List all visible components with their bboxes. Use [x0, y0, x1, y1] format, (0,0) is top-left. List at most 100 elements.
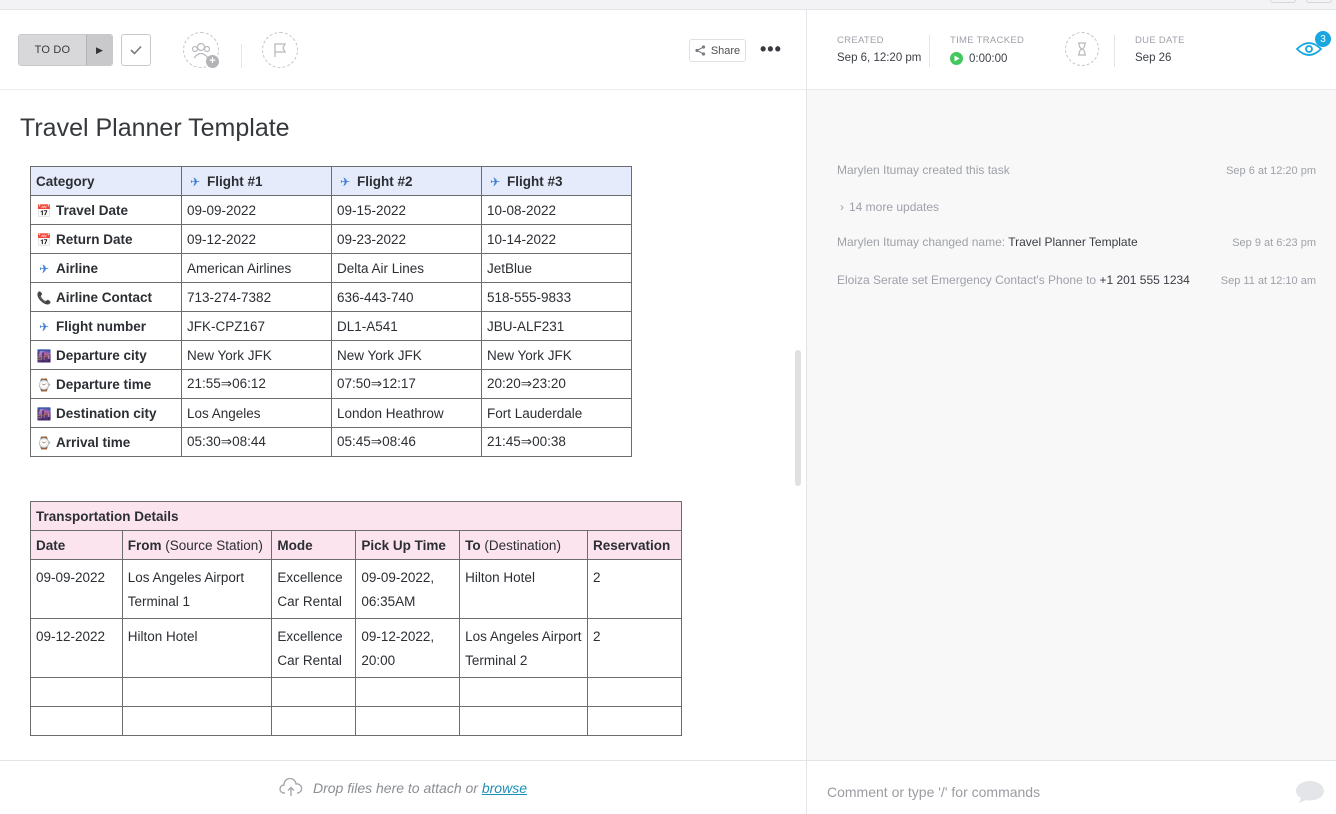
flight-value-cell[interactable]: New York JFK [331, 340, 482, 370]
status-button[interactable]: TO DO ▶ [18, 34, 113, 66]
flight-value-cell[interactable]: New York JFK [481, 340, 632, 370]
activity-text: Marylen Itumay changed name: [837, 235, 1009, 249]
row-category-cell[interactable]: ⌚ Arrival time [30, 427, 182, 457]
time-tracked-meta[interactable]: TIME TRACKED 0:00:00 [950, 35, 1024, 65]
row-category-cell[interactable]: 📅 Return Date [30, 224, 182, 254]
flight-value-cell[interactable]: 636-443-740 [331, 282, 482, 312]
header-cell[interactable]: ✈ Flight #3 [481, 166, 632, 196]
more-updates-toggle[interactable]: › 14 more updates [840, 200, 939, 214]
empty-cell[interactable] [459, 706, 588, 736]
empty-cell[interactable] [586, 706, 683, 736]
row-category-cell[interactable]: 🌆 Destination city [30, 398, 182, 428]
transport-title[interactable]: Transportation Details [30, 501, 682, 531]
comment-box[interactable]: Comment or type '/' for commands [807, 760, 1336, 814]
flight-value-cell[interactable]: JBU-ALF231 [481, 311, 632, 341]
chevron-right-icon: › [840, 200, 844, 214]
header-cell[interactable]: Category [30, 166, 182, 196]
flight-value-cell[interactable]: 518-555-9833 [481, 282, 632, 312]
scrollbar-thumb[interactable] [795, 350, 801, 486]
empty-cell[interactable] [271, 677, 357, 707]
flight-value-cell[interactable]: DL1-A541 [331, 311, 482, 341]
flight-value-cell[interactable]: JetBlue [481, 253, 632, 283]
created-meta: CREATED Sep 6, 12:20 pm [837, 35, 921, 64]
browse-link[interactable]: browse [481, 779, 527, 796]
more-options-icon[interactable]: ••• [760, 39, 782, 59]
flight-value-cell[interactable]: 05:30⇒08:44 [181, 427, 332, 457]
cell-from[interactable]: Los Angeles Airport Terminal 1 [121, 559, 273, 619]
row-category-cell[interactable]: 📞 Airline Contact [30, 282, 182, 312]
cell-mode[interactable]: Excellence Car Rental [271, 618, 357, 678]
flight-value-cell[interactable]: 09-23-2022 [331, 224, 482, 254]
header-from[interactable]: From (Source Station) [121, 530, 273, 560]
assignees-button[interactable]: + [183, 32, 219, 68]
play-timer-icon[interactable] [950, 52, 963, 65]
flight-value-cell[interactable]: Delta Air Lines [331, 253, 482, 283]
due-date-meta[interactable]: DUE DATE Sep 26 [1135, 35, 1185, 64]
flight-value-cell[interactable]: New York JFK [181, 340, 332, 370]
header-to[interactable]: To (Destination) [459, 530, 588, 560]
flight-value-cell[interactable]: American Airlines [181, 253, 332, 283]
flight-value-cell[interactable]: Los Angeles [181, 398, 332, 428]
row-category-label: Departure city [56, 347, 147, 363]
flight-value-cell[interactable]: 05:45⇒08:46 [331, 427, 482, 457]
comment-bubble-icon[interactable] [1294, 779, 1326, 805]
cell-from[interactable]: Hilton Hotel [121, 618, 273, 678]
cell-reservation[interactable]: 2 [586, 559, 683, 619]
time-estimate-button[interactable] [1065, 32, 1099, 66]
cell-to[interactable]: Los Angeles Airport Terminal 2 [459, 618, 588, 678]
flight-value-cell[interactable]: 713-274-7382 [181, 282, 332, 312]
cell-date[interactable]: 09-09-2022 [30, 559, 123, 619]
watchers-eye-icon[interactable] [1295, 38, 1323, 58]
empty-cell[interactable] [459, 677, 588, 707]
attachment-dropzone[interactable]: Drop files here to attach or browse [0, 760, 806, 814]
cell-pickup[interactable]: 09-12-2022, 20:00 [355, 618, 461, 678]
table-row: 📅 Return Date 09-12-2022 09-23-2022 10-14-20… [30, 224, 632, 254]
empty-cell[interactable] [355, 706, 461, 736]
empty-cell[interactable] [121, 677, 273, 707]
cell-pickup[interactable]: 09-09-2022, 06:35AM [355, 559, 461, 619]
flight-value-cell[interactable]: 09-09-2022 [181, 195, 332, 225]
priority-flag-button[interactable] [262, 32, 298, 68]
header-reservation[interactable]: Reservation [586, 530, 683, 560]
header-pickup[interactable]: Pick Up Time [355, 530, 461, 560]
flight-value-cell[interactable]: 10-08-2022 [481, 195, 632, 225]
flight-value-cell[interactable]: JFK-CPZ167 [181, 311, 332, 341]
flight-value-cell[interactable]: 09-12-2022 [181, 224, 332, 254]
flight-value-cell[interactable]: 10-14-2022 [481, 224, 632, 254]
header-mode[interactable]: Mode [271, 530, 357, 560]
row-category-cell[interactable]: 🌆 Departure city [30, 340, 182, 370]
meta-divider [929, 35, 930, 67]
header-cell[interactable]: ✈ Flight #1 [181, 166, 332, 196]
header-date[interactable]: Date [30, 530, 123, 560]
page-title[interactable]: Travel Planner Template [20, 114, 290, 142]
flight-value-cell[interactable]: 09-15-2022 [331, 195, 482, 225]
cell-reservation[interactable]: 2 [586, 618, 683, 678]
share-button[interactable]: Share [689, 39, 746, 62]
status-label[interactable]: TO DO [19, 35, 86, 65]
flight-value-cell[interactable]: 21:55⇒06:12 [181, 369, 332, 399]
empty-cell[interactable] [355, 677, 461, 707]
row-category-label: Destination city [56, 405, 157, 421]
flight-value-cell[interactable]: Fort Lauderdale [481, 398, 632, 428]
activity-time: Sep 11 at 12:10 am [1220, 275, 1316, 287]
row-category-cell[interactable]: 📅 Travel Date [30, 195, 182, 225]
header-cell[interactable]: ✈ Flight #2 [331, 166, 482, 196]
row-category-cell[interactable]: ⌚ Departure time [30, 369, 182, 399]
cell-date[interactable]: 09-12-2022 [30, 618, 123, 678]
empty-cell[interactable] [121, 706, 273, 736]
next-status-arrow-icon[interactable]: ▶ [86, 35, 112, 65]
cell-mode[interactable]: Excellence Car Rental [271, 559, 357, 619]
empty-cell[interactable] [271, 706, 357, 736]
empty-cell[interactable] [30, 706, 123, 736]
row-category-cell[interactable]: ✈ Flight number [30, 311, 182, 341]
flight-value-cell[interactable]: 21:45⇒00:38 [481, 427, 632, 457]
empty-cell[interactable] [30, 677, 123, 707]
row-category-cell[interactable]: ✈ Airline [30, 253, 182, 283]
flight-value-cell[interactable]: 07:50⇒12:17 [331, 369, 482, 399]
cell-to[interactable]: Hilton Hotel [459, 559, 588, 619]
comment-input[interactable]: Comment or type '/' for commands [827, 784, 1041, 800]
flight-value-cell[interactable]: 20:20⇒23:20 [481, 369, 632, 399]
flight-value-cell[interactable]: London Heathrow [331, 398, 482, 428]
empty-cell[interactable] [586, 677, 683, 707]
complete-check-button[interactable] [121, 34, 151, 66]
